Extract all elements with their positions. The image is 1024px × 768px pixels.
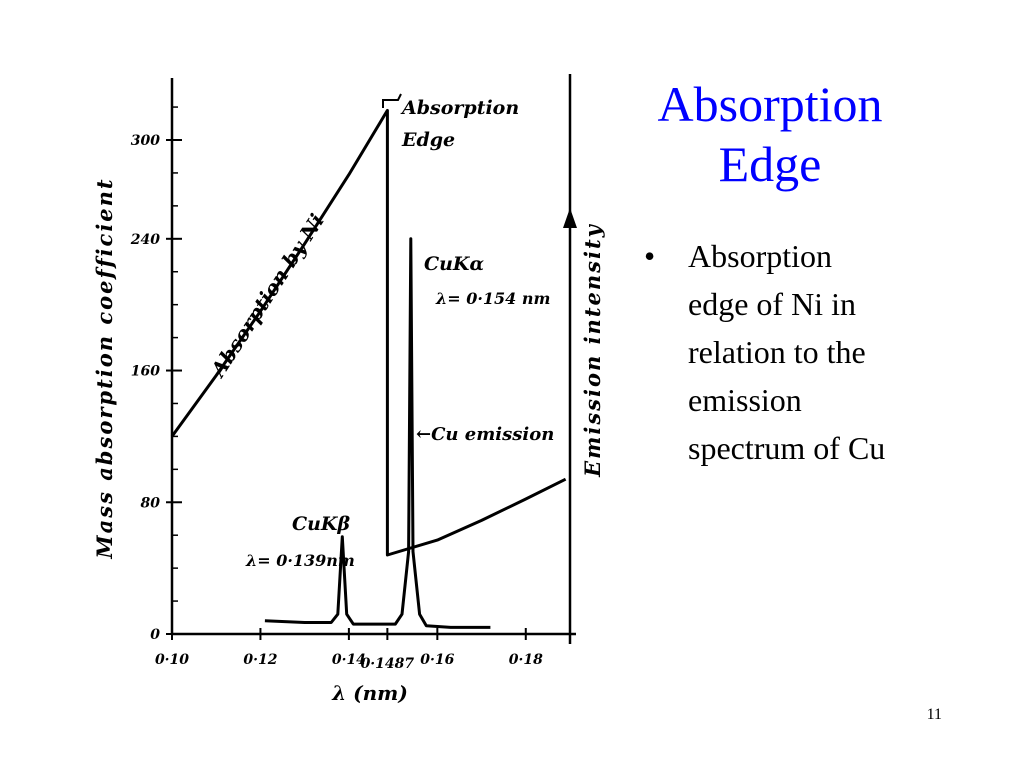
slide-title-line-1: Absorption <box>657 76 883 132</box>
slide-title-line-2: Edge <box>718 136 822 192</box>
annotation-cu-ka-lambda: λ= 0·154 nm <box>435 289 550 308</box>
absorption-edge-bracket <box>382 93 402 108</box>
bullet-glyph: • <box>644 238 656 274</box>
bullet-line: Absorption <box>688 238 832 274</box>
y-tick-label: 240 <box>130 232 160 248</box>
y-tick-label: 300 <box>131 133 160 149</box>
y-tick-label: 160 <box>131 364 160 380</box>
series-absorption-by-ni <box>170 108 567 557</box>
annotation-cu-kb: CuKβ <box>292 513 350 535</box>
x-tick-label: 0·14 <box>332 652 366 668</box>
chart-series <box>170 108 567 629</box>
annotation-absorption-edge: Absorption <box>400 97 519 119</box>
bullet-line: edge of Ni in <box>688 286 856 322</box>
chart-labels: λ (nm) Mass absorption coefficient Emissio… <box>92 93 605 705</box>
x-tick-label: 0·18 <box>509 652 543 668</box>
chart-ticks: 0 80 160 240 300 0·10 0·12 0·140·1487 0·16 0·18 <box>130 106 543 672</box>
series-cu-emission <box>264 237 491 629</box>
bullet-line: spectrum of Cu <box>688 430 886 466</box>
series-label-absorption-by-ni: Absorption by Ni <box>205 209 329 382</box>
annotation-cu-emission: ←Cu emission <box>416 424 554 445</box>
chart-axes <box>170 74 577 644</box>
page-number: 11 <box>926 706 942 723</box>
annotation-cu-ka: CuKα <box>424 253 484 275</box>
slide-title: Absorption Edge <box>628 74 912 194</box>
bullet-item: • Absorption edge of Ni in relation to t… <box>640 232 1010 472</box>
annotation-absorption-edge: Edge <box>401 129 455 151</box>
bullet-line: emission <box>688 382 802 418</box>
bullet-list: • Absorption edge of Ni in relation to t… <box>640 232 1010 472</box>
x-tick-label: 0·16 <box>420 652 454 668</box>
absorption-edge-chart: 0 80 160 240 300 0·10 0·12 0·140·1487 0·16 0·18 λ… <box>92 74 605 705</box>
x-axis-title: λ (nm) <box>331 681 408 705</box>
x-tick-label: 0·10 <box>155 652 189 668</box>
y-tick-label: 0 <box>150 627 160 643</box>
y2-axis-title: Emission intensity <box>580 223 605 478</box>
x-tick-label: 0·12 <box>243 652 277 668</box>
right-axis-arrow <box>563 208 577 228</box>
x-tick-label: 0·1487 <box>361 656 415 672</box>
annotation-cu-kb-lambda: λ= 0·139nm <box>245 551 355 570</box>
y-tick-label: 80 <box>141 495 161 511</box>
bullet-line: relation to the <box>688 334 866 370</box>
y-axis-title: Mass absorption coefficient <box>92 177 117 559</box>
